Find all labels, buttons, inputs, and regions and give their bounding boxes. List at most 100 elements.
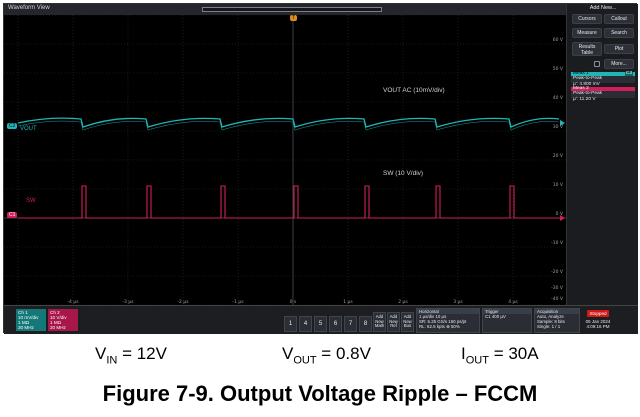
- measurement-2-value: µ': 11.20 V: [573, 97, 596, 102]
- vin-symbol: V: [95, 344, 107, 363]
- waveform-view-titlebar: Waveform View: [4, 4, 566, 15]
- x-tick-neg4: -4 µs: [67, 300, 79, 305]
- measurement-2-badge[interactable]: Meas 2 Peak-to-Peak µ': 11.20 V: [571, 86, 635, 102]
- acquisition-sample: Sample: 8 bits: [537, 319, 565, 324]
- measurement-1-value: µ': 4.800 mV: [573, 82, 600, 87]
- ch2-scale: 10 V/div: [50, 315, 67, 320]
- x-tick-2: 2 µs: [398, 300, 408, 305]
- y-tick-30: 30 V: [552, 125, 563, 130]
- more-button[interactable]: More...: [604, 59, 634, 69]
- window-title: Waveform View: [8, 5, 50, 11]
- x-tick-neg3: -3 µs: [122, 300, 134, 305]
- trigger-badge[interactable]: Trigger C1 400 µV: [482, 308, 532, 333]
- horizontal-badge[interactable]: Horizontal 1 µs/div 10 µs SR: 6.25 GS/s …: [416, 308, 480, 333]
- right-control-panel: Add New... Cursors Callout Measure Searc…: [566, 4, 638, 334]
- waveform-plot[interactable]: 60 V 50 V 40 V 30 V 20 V 10 V 0 V -10 V …: [4, 15, 566, 305]
- channel-8-button[interactable]: 8: [359, 316, 372, 332]
- search-button[interactable]: Search: [604, 28, 634, 38]
- y-tick-60: 60 V: [552, 38, 563, 43]
- iout-parameter: IOUT = 30A: [461, 344, 539, 366]
- horizontal-sample-rate: SR: 6.25 GS/s 160 ps/pt: [419, 319, 467, 324]
- timeline-scrollbar[interactable]: [202, 7, 382, 12]
- add-new-header: Add New...: [589, 5, 617, 11]
- acquisition-mode: Auto, Analyze: [537, 314, 564, 319]
- ch2-bandwidth: 20 MHz: [50, 325, 66, 330]
- ch2-badge[interactable]: Ch 2 10 V/div 1 MΩ 20 MHz: [48, 309, 78, 331]
- ch2-title: Ch 2: [50, 310, 60, 315]
- channel-6-button[interactable]: 6: [329, 316, 342, 332]
- measurement-2-body: Peak-to-Peak µ': 11.20 V: [571, 91, 635, 102]
- x-tick-neg1: -1 µs: [232, 300, 244, 305]
- trigger-level: C1 400 µV: [485, 314, 506, 319]
- vout-offset-marker: [560, 120, 565, 126]
- y-tick-neg30: -30 V: [551, 286, 563, 291]
- sw-channel-tag[interactable]: C1: [7, 212, 18, 218]
- measure-button[interactable]: Measure: [572, 28, 602, 38]
- ch1-title: Ch 1: [18, 310, 28, 315]
- y-tick-50: 50 V: [552, 67, 563, 72]
- horizontal-record-length: RL: 62.5 kpts ⊕ 50%: [419, 324, 460, 329]
- more-icon: [594, 61, 600, 67]
- trigger-title: Trigger: [483, 309, 531, 314]
- y-tick-40: 40 V: [552, 96, 563, 101]
- waveform-graticule: [4, 15, 566, 305]
- y-tick-0: 0 V: [555, 212, 563, 217]
- ch1-impedance: 1 MΩ: [18, 320, 30, 325]
- x-tick-0: 0 s: [289, 300, 297, 305]
- vout-parameter: VOUT = 0.8V: [282, 344, 371, 366]
- iout-symbol: I: [461, 344, 466, 363]
- vout-channel-tag[interactable]: C2: [7, 123, 18, 129]
- x-tick-4: 4 µs: [508, 300, 518, 305]
- ch1-scale: 10 mV/div: [18, 315, 39, 320]
- vout-value: = 0.8V: [316, 344, 371, 363]
- measurement-1-title: Meas 1 C3: [571, 71, 635, 76]
- measurement-1-channel: C3: [624, 71, 633, 76]
- x-tick-neg2: -2 µs: [177, 300, 189, 305]
- y-tick-10: 10 V: [552, 183, 563, 188]
- vin-value: = 12V: [117, 344, 167, 363]
- add-new-ref-button[interactable]: Add New Ref: [387, 312, 400, 332]
- vout-note: VOUT AC (10mV/div): [383, 87, 445, 94]
- date-text: 05 Jan 2024: [585, 319, 611, 324]
- oscilloscope-window: Waveform View 60 V 50 V 40 V 30 V 20 V 1…: [3, 3, 638, 334]
- iout-value: = 30A: [488, 344, 539, 363]
- callout-button[interactable]: Callout: [604, 14, 634, 24]
- channel-5-button[interactable]: 5: [314, 316, 327, 332]
- ch2-impedance: 1 MΩ: [50, 320, 62, 325]
- add-new-bus-button[interactable]: Add New Bus: [401, 312, 414, 332]
- channel-4-button[interactable]: 4: [299, 316, 312, 332]
- add-new-math-button[interactable]: Add New Math: [373, 312, 386, 332]
- ch1-bandwidth: 20 MHz: [18, 325, 34, 330]
- vin-parameter: VIN = 12V: [95, 344, 167, 366]
- y-tick-neg20: -20 V: [551, 270, 563, 275]
- channel-1-button[interactable]: 1: [284, 316, 297, 332]
- sw-offset-marker: [560, 215, 565, 221]
- acquisition-title: Acquisition: [535, 309, 579, 314]
- date-time: 05 Jan 2024 4:09:16 PM: [582, 319, 614, 329]
- vout-waveform: [17, 117, 560, 128]
- sw-label: SW: [26, 198, 36, 204]
- vin-subscript: IN: [106, 354, 118, 367]
- results-table-button[interactable]: Results Table: [572, 42, 602, 56]
- measurement-1-badge[interactable]: Meas 1 C3 Peak-to-Peak µ': 4.800 mV: [571, 71, 635, 87]
- vout-label: VOUT: [20, 126, 37, 132]
- sw-note: SW (10 V/div): [383, 170, 424, 177]
- y-tick-20: 20 V: [552, 154, 563, 159]
- vout-waveform-envelope: [17, 120, 560, 131]
- ch1-badge[interactable]: Ch 1 10 mV/div 1 MΩ 20 MHz: [16, 309, 46, 331]
- measurement-2-title: Meas 2: [571, 86, 635, 91]
- horizontal-scale: 1 µs/div 10 µs: [419, 314, 447, 319]
- vout-symbol: V: [282, 344, 294, 363]
- plot-button[interactable]: Plot: [604, 44, 634, 54]
- y-tick-neg10: -10 V: [551, 241, 563, 246]
- time-text: 4:09:16 PM: [586, 324, 610, 329]
- settings-bar: Ch 1 10 mV/div 1 MΩ 20 MHz Ch 2 10 V/div…: [4, 305, 638, 334]
- run-stop-status[interactable]: Stopped: [587, 310, 609, 317]
- figure-caption: Figure 7-9. Output Voltage Ripple – FCCM: [102, 381, 538, 406]
- x-tick-1: 1 µs: [343, 300, 353, 305]
- channel-7-button[interactable]: 7: [344, 316, 357, 332]
- cursors-button[interactable]: Cursors: [572, 14, 602, 24]
- acquisition-badge[interactable]: Acquisition Auto, Analyze Sample: 8 bits…: [534, 308, 580, 333]
- horizontal-title: Horizontal: [417, 309, 479, 314]
- trigger-position-marker[interactable]: T: [290, 15, 298, 21]
